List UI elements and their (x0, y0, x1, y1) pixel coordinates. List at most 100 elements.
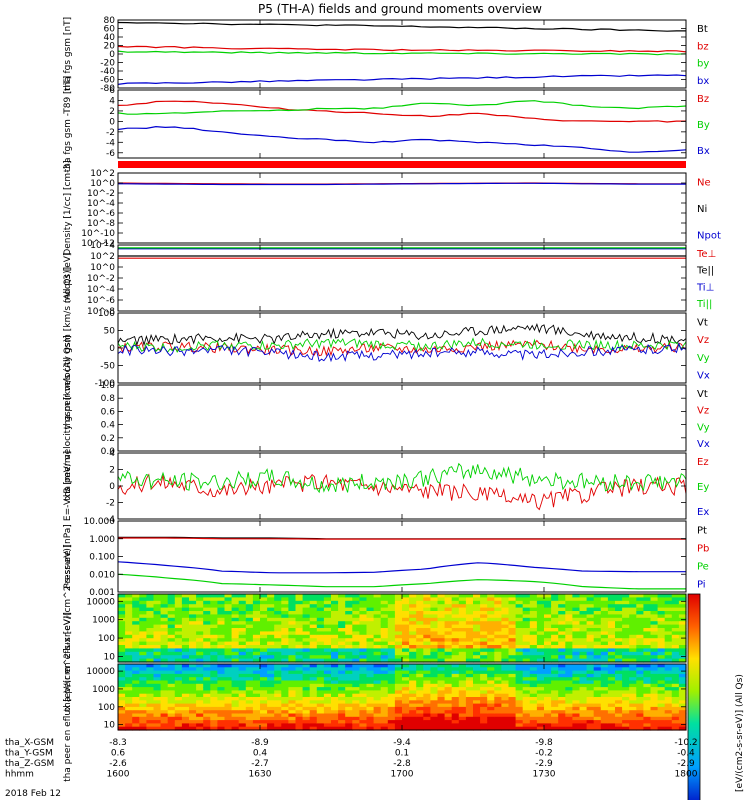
spectrogram-cell (281, 703, 289, 708)
spectrogram-cell (373, 600, 382, 605)
spectrogram-cell (153, 648, 162, 653)
spectrogram-cell (252, 706, 261, 711)
spectrogram-cell (650, 611, 659, 615)
spectrogram-cell (309, 713, 318, 718)
spectrogram-cell (465, 700, 474, 705)
spectrogram-cell (125, 680, 133, 685)
spectrogram-cell (423, 723, 431, 728)
spectrogram-cell (125, 677, 133, 682)
spectrogram-cell (600, 664, 609, 668)
spectrogram-cell (671, 628, 680, 632)
spectrogram-cell (210, 621, 218, 626)
spectrogram-cell (373, 655, 382, 660)
spectrogram-cell (146, 706, 155, 711)
spectrogram-cell (402, 604, 410, 609)
spectrogram-cell (295, 624, 304, 629)
spectrogram-cell (146, 680, 155, 685)
spectrogram-cell (402, 693, 410, 698)
spectrogram-cell (551, 655, 559, 660)
spectrogram-cell (487, 710, 495, 715)
spectrogram-cell (366, 638, 375, 643)
spectrogram-cell (402, 713, 410, 718)
spectrogram-cell (224, 597, 233, 602)
spectrogram-cell (345, 720, 353, 724)
spectrogram-cell (267, 680, 275, 685)
spectrogram-cell (451, 648, 460, 653)
spectrogram-cell (252, 693, 261, 698)
footer-cell: -8.3 (109, 738, 127, 748)
spectrogram-cell (487, 700, 495, 705)
spectrogram-cell (593, 628, 602, 632)
spectrogram-cell (444, 641, 453, 646)
spectrogram-cell (231, 706, 240, 711)
spectrogram-cell (359, 638, 368, 643)
spectrogram-cell (174, 677, 183, 682)
spectrogram-cell (664, 628, 673, 632)
spectrogram-cell (302, 683, 311, 688)
spectrogram-cell (316, 645, 325, 649)
spectrogram-cell (139, 703, 147, 708)
footer-cell: 1600 (107, 770, 130, 780)
spectrogram-cell (125, 604, 133, 609)
spectrogram-cell (260, 600, 268, 605)
spectrogram-cell (593, 667, 602, 672)
spectrogram-cell (600, 677, 609, 682)
spectrogram-cell (671, 670, 680, 675)
spectrogram-cell (615, 716, 623, 721)
spectrogram-cell (678, 658, 687, 663)
spectrogram-cell (444, 628, 453, 632)
spectrogram-cell (558, 658, 566, 663)
spectrogram-cell (366, 716, 375, 721)
spectrogram-cell (487, 617, 495, 622)
spectrogram-cell (245, 720, 254, 724)
spectrogram-cell (132, 680, 140, 685)
spectrogram-cell (586, 713, 595, 718)
spectrogram-cell (167, 683, 176, 688)
spectrogram-cell (615, 723, 623, 728)
spectrogram-cell (480, 607, 488, 612)
spectrogram-cell (189, 673, 197, 678)
spectrogram-cell (416, 670, 424, 675)
spectrogram-cell (579, 664, 588, 668)
spectrogram-cell (678, 697, 687, 701)
spectrogram-cell (529, 716, 538, 721)
spectrogram-cell (501, 600, 510, 605)
spectrogram-cell (586, 648, 595, 653)
spectrogram-cell (494, 631, 502, 636)
y-tick-label: 1.000 (89, 535, 115, 545)
spectrogram-cell (607, 648, 616, 653)
spectrogram-cell (331, 614, 339, 619)
spectrogram-cell (217, 631, 226, 636)
spectrogram-cell (189, 658, 197, 663)
spectrogram-cell (544, 655, 552, 660)
spectrogram-cell (118, 716, 126, 721)
spectrogram-cell (210, 664, 218, 668)
spectrogram-cell (636, 648, 644, 653)
spectrogram-cell (629, 673, 637, 678)
spectrogram-cell (373, 673, 382, 678)
spectrogram-cell (146, 658, 155, 663)
colorbar: [eV/(cm2-s-sr-eV)] (All Qs) (687, 593, 745, 800)
spectrogram-cell (366, 687, 375, 691)
spectrogram-cell (444, 651, 453, 656)
spectrogram-cell (196, 673, 204, 678)
spectrogram-cell (139, 677, 147, 682)
spectrogram-cell (295, 631, 304, 636)
spectrogram-cell (217, 607, 226, 612)
y-tick-label: 10000 (86, 667, 115, 677)
spectrogram-cell (423, 597, 431, 602)
spectrogram-cell (160, 664, 169, 668)
spectrogram-cell (480, 611, 488, 615)
spectrogram-cell (167, 680, 176, 685)
spectrogram-cell (260, 648, 268, 653)
spectrogram-cell (231, 683, 240, 688)
spectrogram-cell (622, 594, 630, 598)
spectrogram-cell (579, 680, 588, 685)
spectrogram-cell (309, 703, 318, 708)
spectrogram-cell (387, 604, 396, 609)
spectrogram-cell (423, 693, 431, 698)
spectrogram-cell (529, 648, 538, 653)
spectrogram-cell (593, 624, 602, 629)
spectrogram-cell (231, 687, 240, 691)
spectrogram-cell (558, 726, 566, 731)
